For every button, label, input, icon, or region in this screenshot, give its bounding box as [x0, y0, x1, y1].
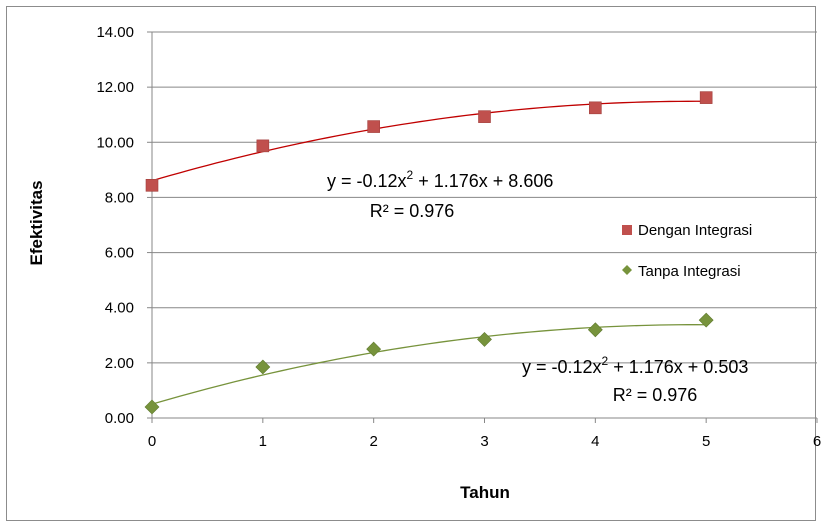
x-tick-label: 4	[591, 433, 599, 450]
y-tick-label: 8.00	[105, 189, 134, 206]
data-point-dengan	[256, 139, 270, 153]
data-point-tanpa	[144, 399, 160, 415]
trendline-equation-dengan: y = -0.12x2 + 1.176x + 8.606	[327, 168, 553, 191]
legend-label-dengan: Dengan Integrasi	[638, 222, 752, 239]
data-point-dengan	[478, 110, 491, 123]
equation-exponent: 2	[602, 354, 609, 368]
data-points	[144, 91, 714, 415]
data-point-dengan	[367, 120, 380, 133]
data-point-dengan	[699, 91, 713, 104]
legend-marker-tanpa	[622, 265, 632, 275]
y-tick-label: 14.00	[96, 24, 134, 41]
data-point-tanpa	[477, 331, 492, 347]
trendline-equation-tanpa: y = -0.12x2 + 1.176x + 0.503	[522, 354, 748, 377]
legend: Dengan Integrasi Tanpa Integrasi	[622, 222, 752, 280]
y-tick-label: 12.00	[96, 79, 134, 96]
gridlines	[152, 31, 817, 364]
y-axis-title: Efektivitas	[27, 180, 46, 265]
y-tick-label: 0.00	[105, 410, 134, 427]
equation-suffix: + 1.176x + 0.503	[608, 357, 748, 377]
axes	[147, 31, 818, 423]
equation-prefix: y = -0.12x	[522, 357, 602, 377]
trendline-tanpa	[151, 324, 707, 405]
tick-labels: 0.00 2.00 4.00 6.00 8.00 10.00 12.00 14.00 0 1 2 3 4…	[96, 24, 821, 450]
equation-prefix: y = -0.12x	[327, 171, 407, 191]
x-axis-title: Tahun	[460, 483, 510, 502]
x-tick-label: 6	[813, 433, 821, 450]
data-point-tanpa	[366, 341, 382, 357]
data-point-dengan	[589, 101, 602, 115]
x-tick-label: 0	[148, 433, 156, 450]
y-tick-label: 6.00	[105, 245, 134, 262]
x-tick-label: 2	[369, 433, 377, 450]
x-tick-label: 3	[480, 433, 488, 450]
trendlines	[151, 100, 707, 405]
y-tick-label: 2.00	[105, 355, 134, 372]
data-point-tanpa	[698, 312, 714, 328]
r-squared-tanpa: R² = 0.976	[613, 385, 698, 405]
y-tick-label: 4.00	[105, 300, 134, 317]
r-squared-dengan: R² = 0.976	[370, 201, 455, 221]
x-tick-label: 1	[259, 433, 267, 450]
y-tick-label: 10.00	[96, 134, 134, 151]
trendline-dengan	[151, 100, 707, 182]
data-point-dengan	[145, 178, 159, 192]
data-point-tanpa	[587, 322, 603, 338]
equation-exponent: 2	[407, 168, 414, 182]
x-tick-label: 5	[702, 433, 710, 450]
legend-marker-dengan	[622, 225, 632, 235]
chart-area	[6, 6, 816, 521]
equation-suffix: + 1.176x + 8.606	[413, 171, 553, 191]
legend-label-tanpa: Tanpa Integrasi	[638, 263, 741, 280]
data-point-tanpa	[255, 359, 271, 375]
